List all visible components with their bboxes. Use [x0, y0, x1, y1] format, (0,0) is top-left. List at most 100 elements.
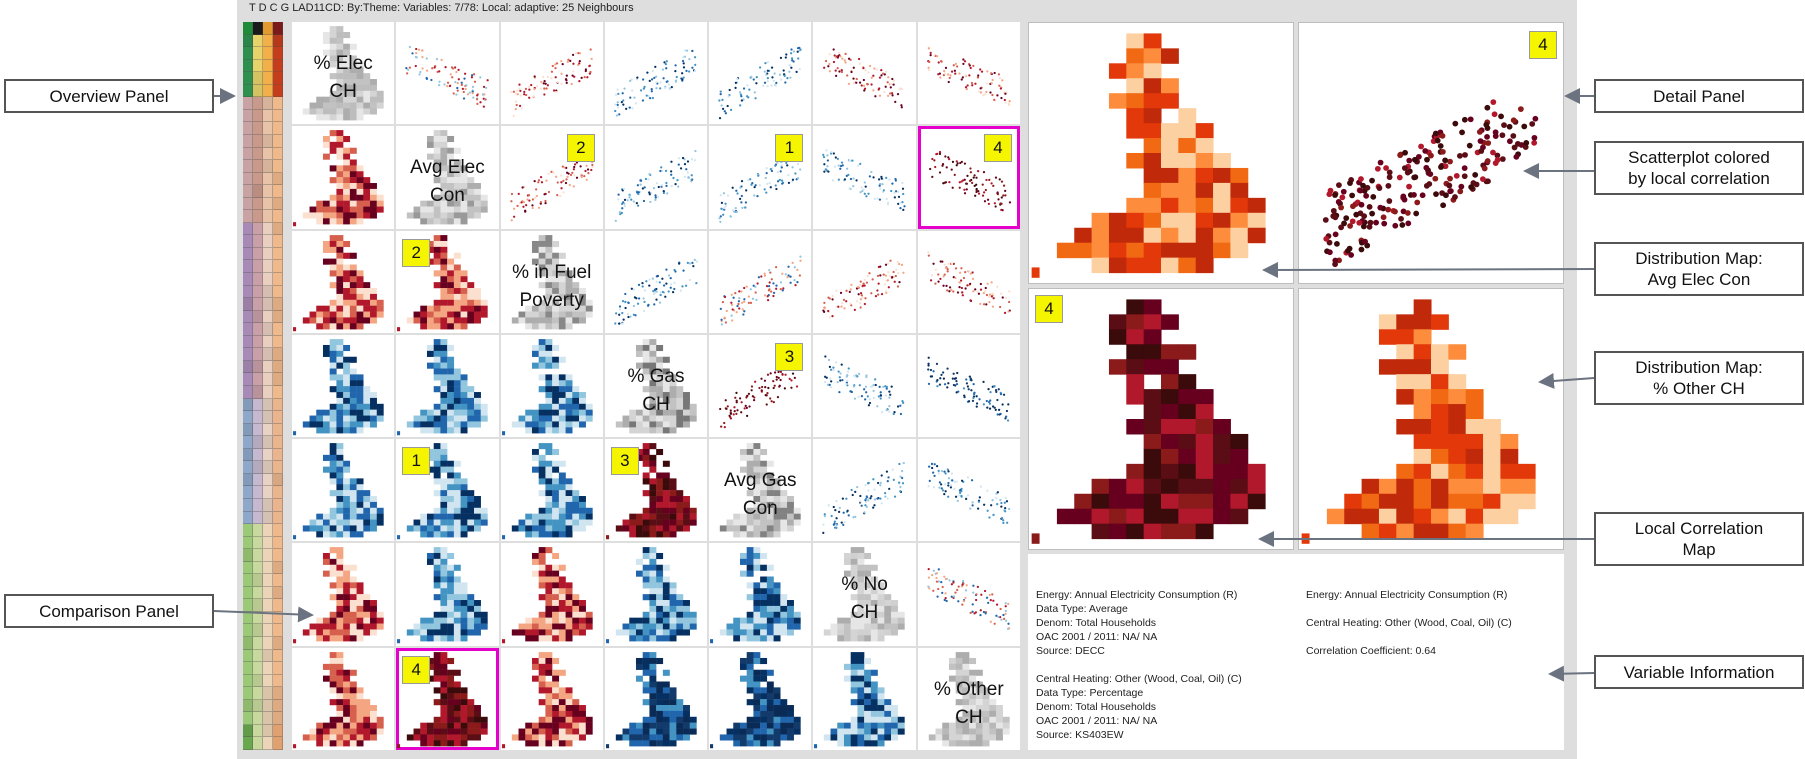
- overview-cell[interactable]: [263, 285, 273, 299]
- overview-cell[interactable]: [243, 737, 253, 750]
- local-correlation-map-cell[interactable]: [709, 543, 812, 646]
- overview-cell[interactable]: [253, 222, 263, 236]
- overview-cell[interactable]: [263, 247, 273, 261]
- overview-cell[interactable]: [243, 72, 253, 85]
- overview-cell[interactable]: [263, 109, 273, 123]
- local-correlation-map-cell[interactable]: 3: [604, 439, 708, 542]
- overview-cell[interactable]: [263, 323, 273, 336]
- overview-cell[interactable]: [273, 235, 283, 248]
- overview-cell[interactable]: [263, 599, 273, 612]
- overview-cell[interactable]: [263, 423, 273, 437]
- overview-cell[interactable]: [243, 674, 253, 688]
- overview-cell[interactable]: [243, 360, 253, 374]
- overview-cell[interactable]: [243, 448, 253, 462]
- local-correlation-map-cell[interactable]: [396, 334, 499, 438]
- scatterplot-cell[interactable]: [604, 126, 708, 229]
- overview-cell[interactable]: [263, 498, 273, 512]
- scatterplot-cell[interactable]: 1: [709, 126, 812, 229]
- overview-cell[interactable]: [253, 599, 263, 612]
- overview-cell[interactable]: [243, 549, 253, 562]
- overview-cell[interactable]: [243, 599, 253, 612]
- variable-cell[interactable]: % No CH: [813, 543, 916, 646]
- overview-cell[interactable]: [273, 34, 283, 48]
- overview-cell[interactable]: [263, 273, 273, 286]
- overview-cell[interactable]: [243, 109, 253, 123]
- overview-cell[interactable]: [243, 398, 253, 412]
- overview-cell[interactable]: [253, 486, 263, 499]
- overview-cell[interactable]: [243, 97, 253, 110]
- overview-cell[interactable]: [253, 436, 263, 449]
- overview-cell[interactable]: [243, 185, 253, 198]
- overview-cell[interactable]: [263, 134, 273, 148]
- overview-cell[interactable]: [273, 687, 283, 700]
- overview-cell[interactable]: [273, 637, 283, 650]
- overview-cell[interactable]: [243, 134, 253, 148]
- overview-cell[interactable]: [263, 222, 273, 236]
- overview-cell[interactable]: [273, 59, 283, 73]
- overview-cell[interactable]: [263, 22, 273, 35]
- overview-cell[interactable]: [263, 260, 273, 274]
- scatterplot-cell[interactable]: [813, 334, 916, 438]
- overview-cell[interactable]: [253, 687, 263, 700]
- overview-cell[interactable]: [253, 637, 263, 650]
- overview-cell[interactable]: [273, 486, 283, 499]
- overview-cell[interactable]: [253, 561, 263, 575]
- scatterplot-cell[interactable]: [396, 22, 499, 125]
- overview-cell[interactable]: [253, 373, 263, 386]
- overview-cell[interactable]: [273, 624, 283, 638]
- overview-cell[interactable]: [253, 473, 263, 487]
- local-correlation-map-cell[interactable]: [500, 439, 603, 542]
- overview-cell[interactable]: [243, 461, 253, 474]
- overview-cell[interactable]: [243, 473, 253, 487]
- overview-cell[interactable]: [253, 172, 263, 186]
- overview-cell[interactable]: [263, 649, 273, 663]
- overview-cell[interactable]: [253, 649, 263, 663]
- overview-cell[interactable]: [253, 624, 263, 638]
- overview-cell[interactable]: [263, 197, 273, 211]
- overview-cell[interactable]: [263, 360, 273, 374]
- variable-cell[interactable]: % in Fuel Poverty: [500, 230, 603, 333]
- overview-cell[interactable]: [273, 473, 283, 487]
- local-correlation-map-cell[interactable]: [604, 647, 708, 750]
- overview-cell[interactable]: [253, 549, 263, 562]
- overview-cell[interactable]: [253, 712, 263, 725]
- overview-cell[interactable]: [253, 335, 263, 349]
- overview-cell[interactable]: [273, 649, 283, 663]
- overview-cell[interactable]: [263, 637, 273, 650]
- overview-cell[interactable]: [253, 22, 263, 35]
- overview-cell[interactable]: [243, 197, 253, 211]
- overview-cell[interactable]: [253, 273, 263, 286]
- overview-cell[interactable]: [243, 335, 253, 349]
- overview-cell[interactable]: [253, 285, 263, 299]
- overview-cell[interactable]: [263, 473, 273, 487]
- overview-cell[interactable]: [263, 687, 273, 700]
- overview-cell[interactable]: [253, 461, 263, 474]
- overview-cell[interactable]: [273, 335, 283, 349]
- overview-cell[interactable]: [243, 222, 253, 236]
- overview-cell[interactable]: [243, 59, 253, 73]
- overview-cell[interactable]: [273, 310, 283, 324]
- overview-cell[interactable]: [273, 549, 283, 562]
- variable-cell[interactable]: Avg Gas Con: [709, 439, 812, 542]
- overview-cell[interactable]: [273, 273, 283, 286]
- overview-cell[interactable]: [253, 185, 263, 198]
- overview-cell[interactable]: [273, 122, 283, 135]
- overview-cell[interactable]: [253, 197, 263, 211]
- local-correlation-map-cell[interactable]: [292, 334, 395, 438]
- overview-cell[interactable]: [263, 59, 273, 73]
- overview-cell[interactable]: [243, 273, 253, 286]
- overview-cell[interactable]: [243, 298, 253, 311]
- overview-cell[interactable]: [243, 524, 253, 537]
- overview-cell[interactable]: [243, 498, 253, 512]
- overview-cell[interactable]: [273, 298, 283, 311]
- overview-cell[interactable]: [273, 22, 283, 35]
- overview-cell[interactable]: [263, 210, 273, 223]
- overview-cell[interactable]: [273, 172, 283, 186]
- overview-cell[interactable]: [253, 699, 263, 713]
- overview-cell[interactable]: [253, 398, 263, 412]
- scatterplot-cell[interactable]: [917, 543, 1020, 646]
- overview-cell[interactable]: [243, 486, 253, 499]
- overview-cell[interactable]: [243, 247, 253, 261]
- overview-cell[interactable]: [243, 586, 253, 600]
- variable-cell[interactable]: Avg Elec Con: [396, 126, 499, 229]
